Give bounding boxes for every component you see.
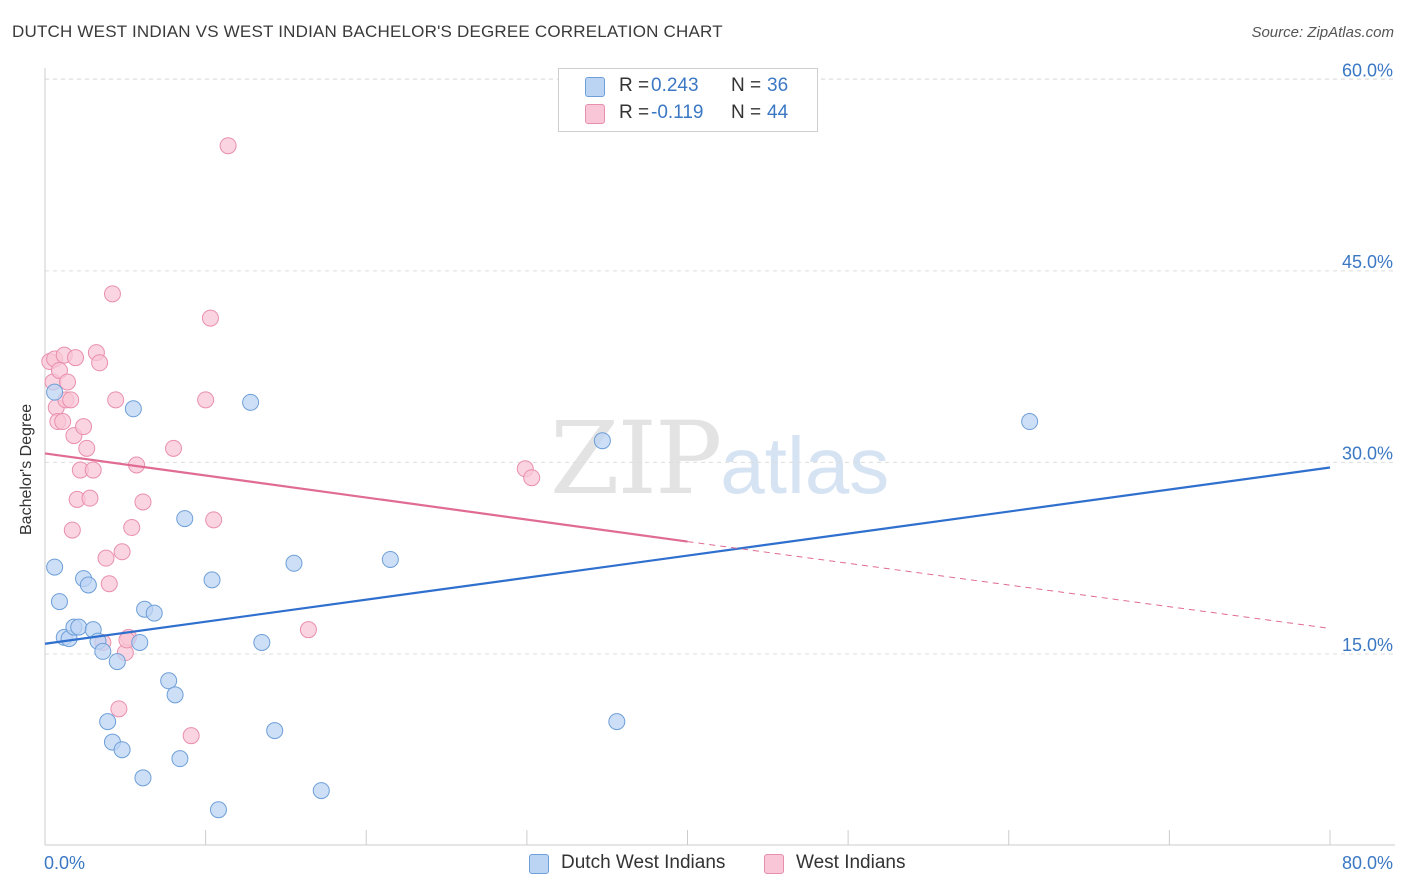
watermark: ZIPatlas bbox=[550, 400, 889, 517]
dutch-west-indians-point bbox=[209, 801, 227, 819]
y-axis-label: Bachelor's Degree bbox=[18, 403, 35, 535]
west-indians-trendline bbox=[44, 452, 688, 543]
dutch-west-indians-points bbox=[46, 383, 1039, 819]
legend-n-label: N = bbox=[731, 75, 762, 96]
legend-n-value: 44 bbox=[767, 102, 789, 123]
west-indians-point bbox=[97, 549, 115, 567]
west-indians-trendline bbox=[687, 541, 1331, 629]
legend-r-value: -0.119 bbox=[651, 102, 704, 123]
watermark-zip: ZIP bbox=[550, 400, 722, 517]
west-indians-point bbox=[91, 354, 109, 372]
dutch-west-indians-point bbox=[1021, 413, 1039, 431]
west-indians-point bbox=[182, 727, 200, 745]
dutch-west-indians-point bbox=[145, 604, 163, 622]
dutch-west-indians-point bbox=[160, 672, 178, 690]
west-indians-point bbox=[78, 439, 96, 457]
west-indians-point bbox=[84, 461, 102, 479]
dutch-west-indians-point bbox=[166, 686, 184, 704]
legend-swatch-blue bbox=[585, 77, 605, 97]
dutch-west-indians-point bbox=[134, 769, 152, 787]
legend-r-label: R = bbox=[619, 102, 650, 123]
dutch-west-indians-point bbox=[312, 782, 330, 800]
dutch-west-indians-point bbox=[94, 642, 112, 660]
bottom-legend-label: Dutch West Indians bbox=[561, 852, 726, 873]
west-indians-point bbox=[50, 361, 68, 379]
west-indians-point bbox=[54, 413, 72, 431]
west-indians-point bbox=[67, 349, 85, 367]
west-indians-point bbox=[110, 700, 128, 718]
west-indians-point bbox=[113, 543, 131, 561]
west-indians-point bbox=[197, 391, 215, 409]
dutch-west-indians-point bbox=[113, 741, 131, 759]
correlation-legend: R = 0.243 N = 36 R = -0.119 N = 44 bbox=[558, 68, 818, 132]
chart-title: DUTCH WEST INDIAN VS WEST INDIAN BACHELO… bbox=[12, 22, 723, 41]
west-indians-point bbox=[62, 391, 80, 409]
west-indians-point bbox=[134, 493, 152, 511]
source-label: Source: ZipAtlas.com bbox=[1251, 24, 1394, 41]
west-indians-point bbox=[165, 439, 182, 457]
dutch-west-indians-trendline bbox=[44, 466, 1331, 645]
dutch-west-indians-point bbox=[131, 633, 149, 651]
west-indians-point bbox=[523, 469, 541, 487]
bottom-legend-swatch-pink bbox=[764, 854, 784, 874]
tick-labels: 15.0% 30.0% 45.0% 60.0% 0.0% 80.0% bbox=[44, 60, 1393, 873]
gridlines bbox=[45, 78, 1395, 655]
legend-swatch-pink bbox=[585, 104, 605, 124]
dutch-west-indians-point bbox=[124, 400, 142, 418]
dutch-west-indians-point bbox=[79, 576, 97, 594]
west-indians-point bbox=[299, 621, 317, 639]
y-tick-label: 15.0% bbox=[1342, 635, 1393, 655]
west-indians-point bbox=[201, 309, 219, 327]
x-tick-label: 0.0% bbox=[44, 853, 85, 873]
dutch-west-indians-point bbox=[285, 554, 303, 572]
bottom-legend-label: West Indians bbox=[796, 852, 906, 873]
x-tick-label: 80.0% bbox=[1342, 853, 1393, 873]
west-indians-point bbox=[123, 519, 141, 537]
dutch-west-indians-point bbox=[50, 593, 68, 611]
dutch-west-indians-point bbox=[242, 393, 260, 411]
west-indians-point bbox=[103, 285, 121, 303]
dutch-west-indians-point bbox=[593, 432, 611, 450]
bottom-legend-swatch-blue bbox=[529, 854, 549, 874]
axes bbox=[44, 68, 1395, 846]
dutch-west-indians-point bbox=[608, 713, 626, 731]
legend-r-value: 0.243 bbox=[651, 75, 699, 96]
dutch-west-indians-point bbox=[46, 383, 64, 401]
west-indians-point bbox=[219, 137, 237, 155]
watermark-atlas: atlas bbox=[720, 421, 890, 510]
west-indians-point bbox=[100, 575, 118, 593]
legend-n-value: 36 bbox=[767, 75, 789, 96]
dutch-west-indians-point bbox=[108, 653, 126, 671]
y-tick-label: 30.0% bbox=[1342, 443, 1393, 463]
y-tick-label: 60.0% bbox=[1342, 60, 1393, 80]
west-indians-point bbox=[75, 418, 93, 436]
west-indians-points bbox=[41, 137, 541, 745]
west-indians-point bbox=[58, 373, 76, 391]
y-tick-label: 45.0% bbox=[1342, 252, 1393, 272]
legend-r-label: R = bbox=[619, 75, 650, 96]
dutch-west-indians-point bbox=[46, 558, 64, 576]
west-indians-point bbox=[107, 391, 125, 409]
dutch-west-indians-point bbox=[266, 722, 284, 740]
dutch-west-indians-point bbox=[70, 618, 88, 636]
west-indians-point bbox=[205, 511, 223, 529]
trendlines bbox=[44, 452, 1331, 645]
dutch-west-indians-point bbox=[381, 550, 399, 568]
dutch-west-indians-point bbox=[99, 713, 117, 731]
dutch-west-indians-point bbox=[203, 571, 221, 589]
dutch-west-indians-point bbox=[253, 633, 271, 651]
dutch-west-indians-point bbox=[176, 510, 194, 528]
west-indians-point bbox=[63, 521, 81, 539]
dutch-west-indians-point bbox=[171, 750, 189, 768]
west-indians-point bbox=[81, 489, 99, 507]
legend-n-label: N = bbox=[731, 102, 762, 123]
